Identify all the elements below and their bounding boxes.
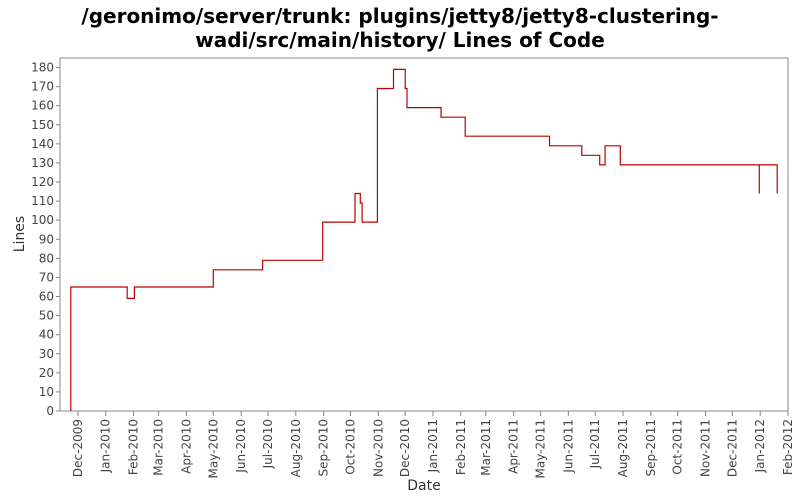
x-tick-label: Aug-2011 [616,419,630,477]
y-axis: 0 10 20 30 40 50 60 70 80 90 100 110 120 130 140 150 160… [31,61,60,418]
x-tick-label: Dec-2011 [725,419,739,477]
x-tick-label: May-2011 [534,419,548,478]
y-tick-label: 20 [39,366,54,380]
plot-area [59,57,789,412]
x-tick-label: Jan-2012 [753,419,767,473]
y-tick-label: 60 [39,290,54,304]
x-tick-label: Feb-2012 [781,419,795,475]
y-tick-label: 140 [31,137,54,151]
x-tick-label: Jan-2010 [99,419,113,473]
x-tick-label: Sep-2011 [644,419,658,477]
y-tick-label: 10 [39,385,54,399]
x-tick-label: Jun-2010 [234,419,248,474]
x-tick-label: Aug-2010 [289,419,303,477]
y-tick-label: 40 [39,328,54,342]
x-tick-label: Nov-2011 [699,419,713,477]
x-tick-label: Sep-2010 [317,419,331,477]
series-line [70,68,778,411]
chart-title-line-2: wadi/src/main/history/ Lines of Code [195,28,605,52]
y-tick-label: 120 [31,175,54,189]
y-tick-label: 170 [31,80,54,94]
x-tick-label: Feb-2010 [127,419,141,475]
x-axis: Dec-2009 Jan-2010 Feb-2010 Mar-2010 Apr-2010… [71,411,795,478]
y-tick-label: 30 [39,347,54,361]
x-tick-label: Jun-2011 [561,419,575,474]
x-tick-label: Apr-2011 [507,419,521,474]
y-tick-label: 70 [39,270,54,284]
y-tick-label: 160 [31,99,54,113]
y-tick-label: 110 [31,194,54,208]
x-tick-label: Nov-2010 [371,419,385,477]
chart-title-line-1: /geronimo/server/trunk: plugins/jetty8/j… [81,4,719,28]
y-tick-label: 0 [46,404,54,418]
x-tick-label: Mar-2011 [479,419,493,476]
x-tick-label: Jul-2010 [261,419,275,469]
x-tick-label: Dec-2009 [71,419,85,477]
y-tick-label: 100 [31,213,54,227]
x-tick-label: May-2010 [206,419,220,478]
y-tick-label: 130 [31,156,54,170]
x-tick-label: Dec-2010 [398,419,412,477]
y-axis-label: Lines [12,216,28,252]
x-tick-label: Jan-2011 [426,419,440,473]
x-axis-label: Date [407,478,440,494]
x-tick-label: Oct-2010 [343,419,357,475]
x-tick-label: Jul-2011 [588,419,602,469]
y-tick-label: 50 [39,309,54,323]
y-tick-label: 80 [39,251,54,265]
y-tick-label: 150 [31,118,54,132]
x-tick-label: Apr-2010 [179,419,193,474]
y-tick-label: 180 [31,61,54,75]
x-tick-label: Oct-2011 [671,419,685,475]
x-tick-label: Feb-2011 [454,419,468,475]
y-tick-label: 90 [39,232,54,246]
x-tick-label: Mar-2010 [152,419,166,476]
